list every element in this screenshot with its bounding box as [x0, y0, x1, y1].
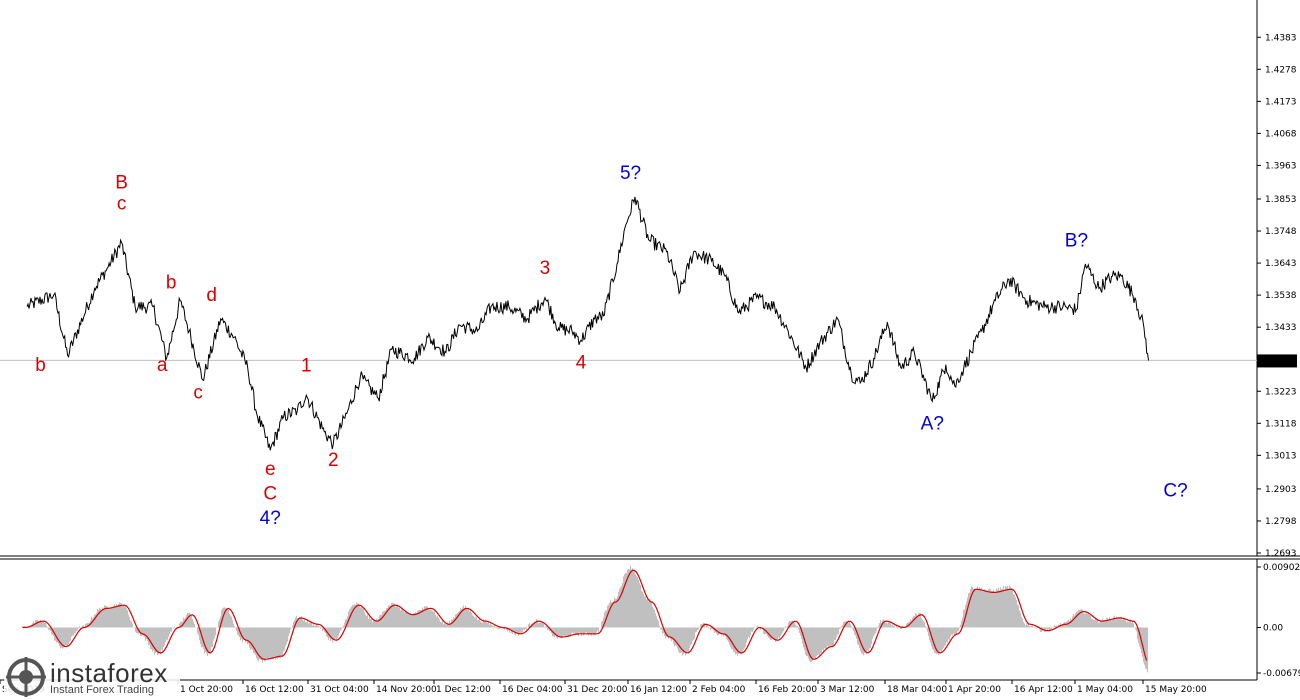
price-tick-label: 1.4278	[1265, 65, 1297, 75]
time-tick-label: 16 Jan 12:00	[630, 685, 687, 695]
time-tick-label: 1 Oct 20:00	[180, 685, 233, 695]
wave-label: C?	[1163, 481, 1187, 502]
price-tick-label: 1.3748	[1265, 227, 1297, 237]
wave-label: a	[157, 355, 168, 376]
wave-label: b	[35, 355, 46, 376]
osc-tick-label: 0.00	[1263, 623, 1283, 633]
wave-label: 4	[576, 352, 587, 373]
wave-label: B?	[1065, 230, 1088, 251]
price-tick-label: 1.2693	[1265, 549, 1297, 559]
main-chart-panel: 1.4383 1.4278 1.4173 1.4068 1.3963 1.3853 1.37…	[0, 0, 1300, 559]
price-tick-label: 1.4173	[1265, 97, 1297, 107]
time-tick-label: 2 Feb 04:00	[692, 685, 746, 695]
instaforex-logo-icon	[6, 657, 46, 697]
osc-tick-label: -0.00679	[1263, 669, 1300, 679]
oscillator-signal-line	[22, 569, 1148, 661]
price-tick-label: 1.4068	[1265, 129, 1297, 139]
time-tick-label: 31 Dec 20:00	[567, 685, 628, 695]
price-tick-label: 1.3223	[1265, 387, 1297, 397]
wave-label: c	[193, 382, 203, 403]
price-axis: 1.4383 1.4278 1.4173 1.4068 1.3963 1.3853 1.37…	[1257, 33, 1297, 559]
price-tick-label: 1.3013	[1265, 451, 1297, 461]
price-tick-label: 1.3538	[1265, 291, 1297, 301]
wave-label: B	[115, 172, 128, 193]
time-tick-label: 1 Apr 20:00	[948, 685, 1001, 695]
osc-tick-label: 0.00902	[1263, 563, 1300, 573]
current-price-label: 1.3324	[1261, 356, 1293, 366]
time-tick-label: 1 Dec 12:00	[436, 685, 491, 695]
current-price-badge	[1257, 354, 1297, 368]
wave-label: A?	[921, 413, 944, 434]
time-tick-label: 16 Dec 04:00	[502, 685, 563, 695]
wave-label: c	[117, 194, 127, 215]
time-tick-label: 18 Mar 04:00	[887, 685, 947, 695]
time-tick-label: 1 May 04:00	[1077, 685, 1133, 695]
wave-labels: b Bc b a d c eC 4? 1 2 3 4 5? A? B? C?	[35, 163, 1187, 529]
price-tick-label: 1.3433	[1265, 323, 1297, 333]
wave-label: 5?	[620, 163, 641, 184]
wave-label: 3	[540, 258, 551, 279]
wave-label: 2	[328, 450, 339, 471]
price-tick-label: 1.2798	[1265, 517, 1297, 527]
time-tick-label: 16 Oct 12:00	[245, 685, 304, 695]
watermark-tagline: Instant Forex Trading	[50, 684, 154, 696]
price-tick-label: 1.3963	[1265, 161, 1297, 171]
time-tick-label: 3 Mar 12:00	[820, 685, 875, 695]
time-tick-label: 16 Apr 12:00	[1014, 685, 1073, 695]
time-tick-label: 16 Feb 20:00	[758, 685, 817, 695]
wave-label: C	[263, 484, 277, 505]
price-series-line	[26, 196, 1149, 451]
time-tick-label: 14 Nov 20:00	[376, 685, 437, 695]
wave-label: 1	[301, 355, 312, 376]
price-tick-label: 1.2903	[1265, 485, 1297, 495]
price-tick-label: 1.3118	[1265, 419, 1297, 429]
oscillator-panel: 0.00902 0.00 -0.00679	[0, 558, 1300, 681]
wave-label: e	[265, 459, 276, 480]
oscillator-histogram	[21, 565, 1149, 673]
instaforex-watermark: instaforex Instant Forex Trading	[4, 656, 180, 698]
price-tick-label: 1.4383	[1265, 33, 1297, 43]
wave-label: d	[206, 285, 217, 306]
price-tick-label: 1.3643	[1265, 259, 1297, 269]
watermark-brand: instaforex	[50, 658, 168, 688]
time-tick-label: 15 May 20:00	[1145, 685, 1207, 695]
wave-label: 4?	[260, 508, 281, 529]
oscillator-axis: 0.00902 0.00 -0.00679	[1257, 563, 1300, 679]
time-tick-label: 31 Oct 04:00	[310, 685, 369, 695]
price-tick-label: 1.3853	[1265, 195, 1297, 205]
wave-label: b	[166, 272, 177, 293]
